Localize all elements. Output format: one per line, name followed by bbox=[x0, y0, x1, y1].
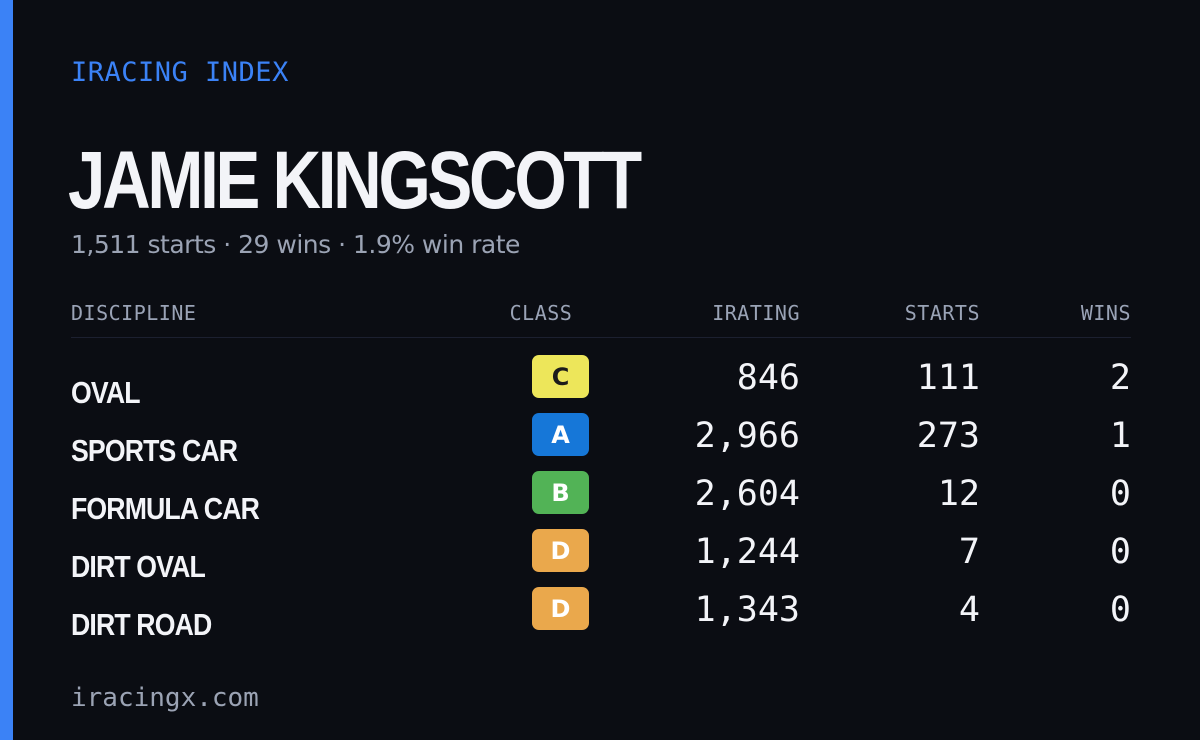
wins-value: 0 bbox=[1109, 532, 1131, 572]
discipline-name: DIRT ROAD bbox=[71, 607, 212, 642]
accent-bar bbox=[0, 0, 13, 740]
starts-value: 273 bbox=[916, 416, 980, 456]
stats-table: DISCIPLINE CLASS IRATING STARTS WINS OVA… bbox=[71, 297, 1131, 642]
irating-value: 846 bbox=[736, 358, 800, 398]
table-row: OVAL C 846 111 2 bbox=[71, 349, 1131, 410]
table-row: DIRT OVAL D 1,244 7 0 bbox=[71, 523, 1131, 584]
header-starts: STARTS bbox=[904, 301, 980, 325]
discipline-name: DIRT OVAL bbox=[71, 549, 206, 584]
wins-value: 1 bbox=[1109, 416, 1131, 456]
starts-value: 12 bbox=[937, 474, 980, 514]
class-badge: D bbox=[532, 529, 589, 572]
table-header: DISCIPLINE CLASS IRATING STARTS WINS bbox=[71, 297, 1131, 338]
header-wins: WINS bbox=[1080, 301, 1131, 325]
starts-value: 7 bbox=[958, 532, 980, 572]
header-class: CLASS bbox=[509, 301, 573, 325]
irating-value: 1,343 bbox=[694, 590, 800, 630]
class-badge: C bbox=[532, 355, 589, 398]
wins-value: 0 bbox=[1109, 590, 1131, 630]
discipline-name: FORMULA CAR bbox=[71, 491, 260, 526]
irating-value: 1,244 bbox=[694, 532, 800, 572]
table-row: FORMULA CAR B 2,604 12 0 bbox=[71, 465, 1131, 526]
class-badge: A bbox=[532, 413, 589, 456]
wins-value: 2 bbox=[1109, 358, 1131, 398]
site-url-link[interactable]: iracingx.com bbox=[71, 683, 259, 713]
header-irating: IRATING bbox=[712, 301, 800, 325]
driver-name: JAMIE KINGSCOTT bbox=[68, 135, 642, 226]
irating-value: 2,604 bbox=[694, 474, 800, 514]
irating-value: 2,966 bbox=[694, 416, 800, 456]
header-discipline: DISCIPLINE bbox=[71, 301, 197, 325]
table-row: DIRT ROAD D 1,343 4 0 bbox=[71, 581, 1131, 642]
class-badge: B bbox=[532, 471, 589, 514]
starts-value: 111 bbox=[916, 358, 980, 398]
table-body: OVAL C 846 111 2 SPORTS CAR A 2,966 273 … bbox=[71, 338, 1131, 642]
discipline-name: OVAL bbox=[71, 375, 140, 410]
wins-value: 0 bbox=[1109, 474, 1131, 514]
driver-summary: 1,511 starts · 29 wins · 1.9% win rate bbox=[71, 230, 520, 259]
starts-value: 4 bbox=[958, 590, 980, 630]
table-row: SPORTS CAR A 2,966 273 1 bbox=[71, 407, 1131, 468]
brand-label: IRACING INDEX bbox=[71, 57, 289, 88]
class-badge: D bbox=[532, 587, 589, 630]
discipline-name: SPORTS CAR bbox=[71, 433, 238, 468]
